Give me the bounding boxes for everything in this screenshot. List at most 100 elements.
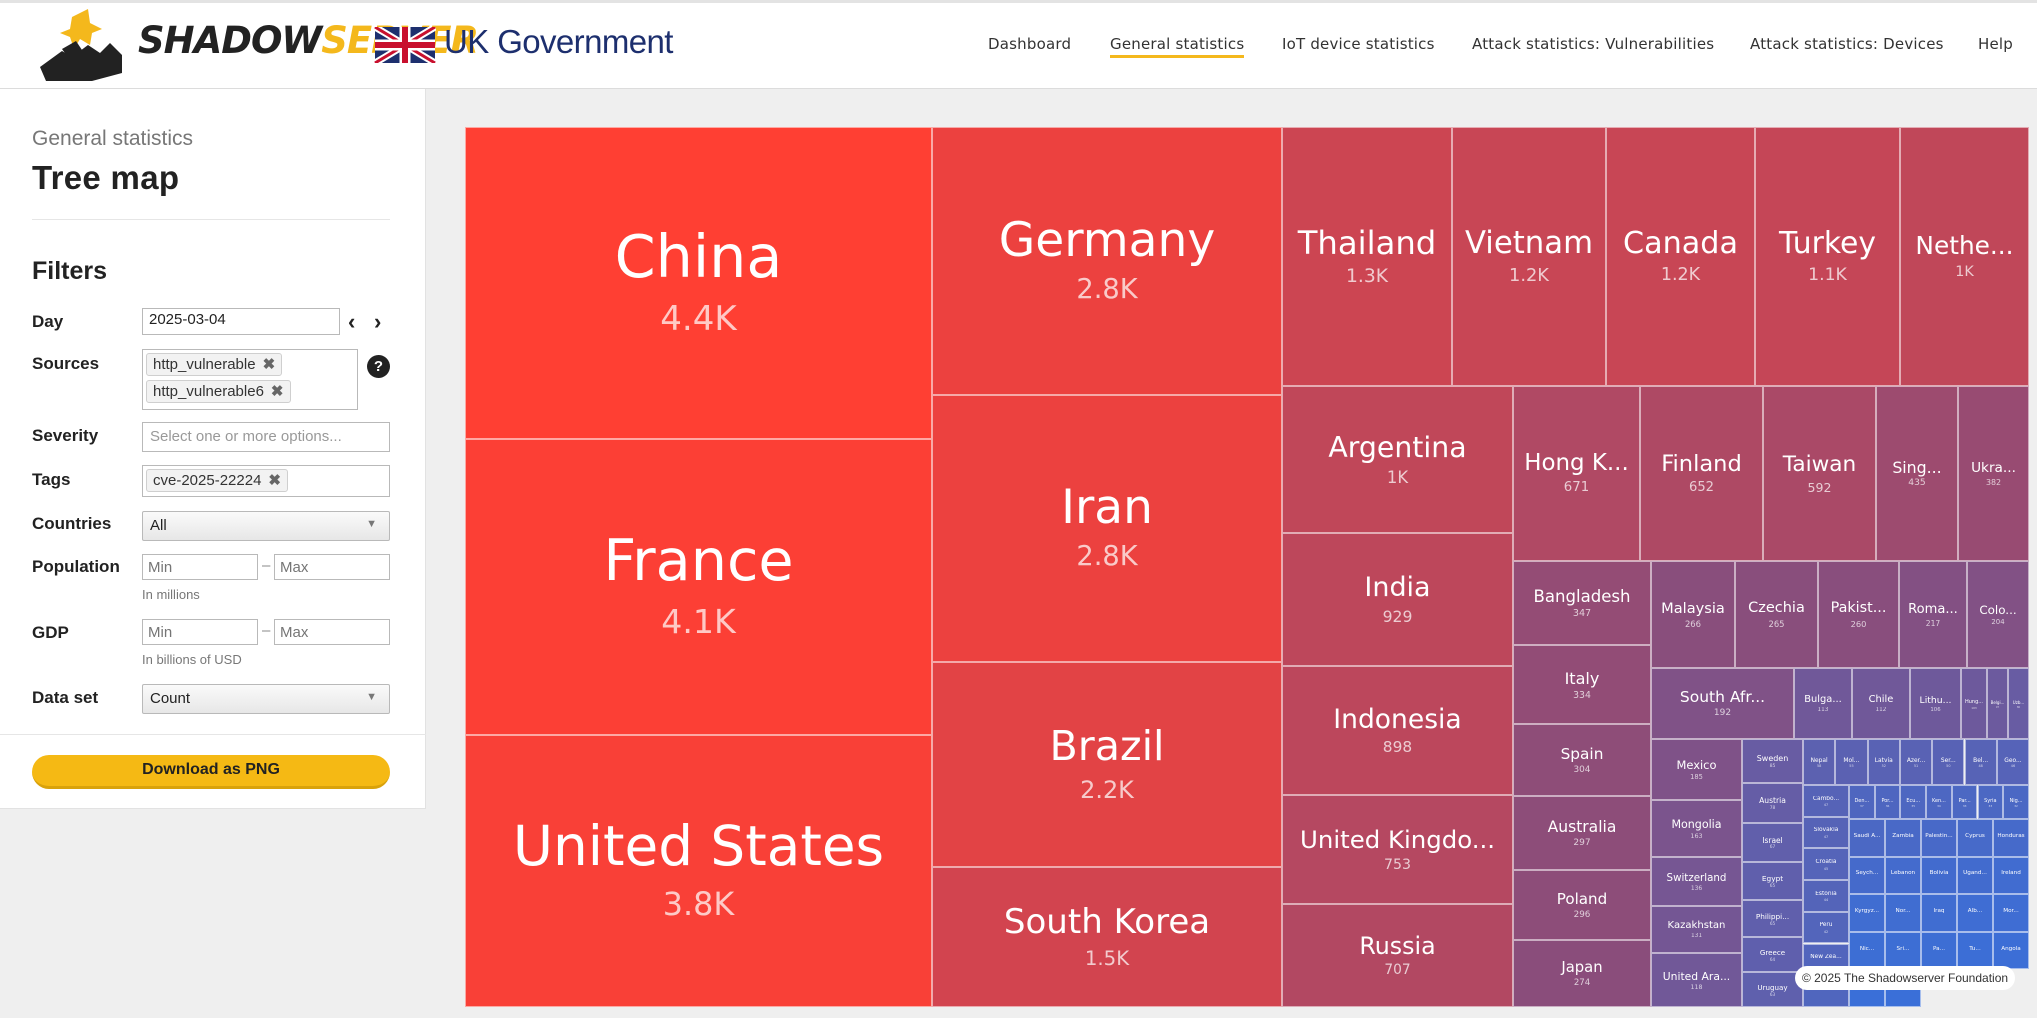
treemap-tile[interactable]: Bulga... 113 bbox=[1794, 668, 1852, 739]
treemap-tile[interactable]: Ireland bbox=[1993, 856, 2029, 895]
nav-item[interactable]: General statistics bbox=[1110, 35, 1245, 58]
population-max-input[interactable] bbox=[274, 554, 390, 580]
download-png-button[interactable]: Download as PNG bbox=[32, 755, 390, 789]
treemap-tile[interactable]: Seych... bbox=[1849, 856, 1885, 895]
treemap-tile[interactable]: Nor... bbox=[1885, 894, 1921, 932]
treemap-tile[interactable]: Syria 33 bbox=[1977, 785, 2004, 819]
treemap-tile[interactable]: United States 3.8K bbox=[465, 735, 932, 1007]
remove-chip-icon[interactable]: ✖ bbox=[268, 472, 281, 489]
nav-item[interactable]: Dashboard bbox=[988, 35, 1072, 53]
treemap-tile[interactable]: Hong K... 671 bbox=[1513, 386, 1640, 561]
treemap-tile[interactable]: Roma... 217 bbox=[1899, 561, 1967, 668]
treemap-tile[interactable]: Greece 64 bbox=[1742, 937, 1803, 972]
treemap-tile[interactable]: Ecu... 35 bbox=[1900, 785, 1927, 819]
treemap-tile[interactable]: Iraq bbox=[1921, 894, 1957, 932]
treemap-tile[interactable]: Lebanon bbox=[1885, 856, 1921, 895]
treemap-tile[interactable]: Brazil 2.2K bbox=[932, 662, 1282, 867]
treemap-tile[interactable]: Estonia 44 bbox=[1803, 880, 1849, 912]
treemap-tile[interactable]: Ken... 34 bbox=[1926, 785, 1952, 819]
sources-multiselect[interactable]: http_vulnerable ✖ http_vulnerable6 ✖ bbox=[142, 349, 358, 410]
treemap-tile[interactable]: Alb... bbox=[1957, 894, 1993, 932]
treemap-tile[interactable]: Slovakia 47 bbox=[1803, 816, 1849, 849]
treemap-tile[interactable]: Azer... 51 bbox=[1899, 739, 1933, 785]
treemap-tile[interactable]: Mol... 55 bbox=[1835, 739, 1868, 785]
treemap-tile[interactable]: Ser... 50 bbox=[1932, 739, 1965, 785]
treemap-tile[interactable]: Palestin... bbox=[1921, 819, 1957, 857]
treemap-tile[interactable]: Vietnam 1.2K bbox=[1452, 127, 1606, 386]
treemap-tile[interactable]: Austria 78 bbox=[1742, 783, 1803, 823]
treemap-tile[interactable]: Ukra... 382 bbox=[1958, 386, 2029, 561]
treemap-tile[interactable]: Thailand 1.3K bbox=[1282, 127, 1452, 386]
treemap-tile[interactable]: Australia 297 bbox=[1513, 796, 1651, 870]
treemap-tile[interactable]: China 4.4K bbox=[465, 127, 932, 439]
treemap-tile[interactable]: Geo... 46 bbox=[1996, 739, 2030, 785]
treemap-tile[interactable]: Kyrgyz... bbox=[1849, 894, 1885, 932]
gdp-max-input[interactable] bbox=[274, 619, 390, 645]
treemap-tile[interactable]: Saudi A... bbox=[1849, 819, 1885, 857]
treemap-tile[interactable]: Ugand... bbox=[1957, 856, 1993, 895]
gdp-min-input[interactable] bbox=[142, 619, 258, 645]
treemap-tile[interactable]: Finland 652 bbox=[1640, 386, 1763, 561]
treemap-tile[interactable]: Croatia 45 bbox=[1803, 848, 1849, 881]
treemap-tile[interactable]: Nig... 32 bbox=[2003, 785, 2029, 819]
treemap-tile[interactable]: Lithu... 106 bbox=[1910, 668, 1961, 739]
treemap-tile[interactable]: France 4.1K bbox=[465, 439, 932, 735]
treemap-tile[interactable]: Pa... bbox=[1921, 931, 1957, 970]
treemap-tile[interactable]: Russia 707 bbox=[1282, 904, 1513, 1007]
day-input[interactable]: 2025-03-04 bbox=[142, 308, 340, 335]
treemap-tile[interactable]: Mor... bbox=[1993, 894, 2029, 932]
treemap-tile[interactable]: Uruguay 63 bbox=[1742, 972, 1803, 1007]
treemap-tile[interactable]: Kazakhstan 131 bbox=[1651, 906, 1742, 953]
treemap-tile[interactable]: Bel... 48 bbox=[1964, 739, 1997, 785]
treemap-tile[interactable]: Argentina 1K bbox=[1282, 386, 1513, 533]
treemap-tile[interactable]: Sri... bbox=[1885, 931, 1921, 970]
treemap-tile[interactable]: Spain 304 bbox=[1513, 724, 1651, 796]
population-min-input[interactable] bbox=[142, 554, 258, 580]
treemap-tile[interactable]: Iran 2.8K bbox=[932, 395, 1282, 662]
treemap-tile[interactable]: Israel 67 bbox=[1742, 823, 1803, 862]
treemap-tile[interactable]: Bangladesh 347 bbox=[1513, 561, 1651, 645]
treemap-tile[interactable]: United Kingdo... 753 bbox=[1282, 795, 1513, 904]
treemap-tile[interactable]: Nethe... 1K bbox=[1900, 127, 2029, 386]
treemap-tile[interactable]: Malaysia 266 bbox=[1651, 561, 1735, 668]
treemap-tile[interactable]: Germany 2.8K bbox=[932, 127, 1282, 395]
treemap-tile[interactable]: Sing... 435 bbox=[1876, 386, 1958, 561]
tags-multiselect[interactable]: cve-2025-22224 ✖ bbox=[142, 465, 390, 497]
treemap-tile[interactable]: Belgi... 97 bbox=[1987, 668, 2008, 739]
treemap-tile[interactable]: Angola bbox=[1993, 931, 2029, 970]
treemap-tile[interactable]: Mongolia 163 bbox=[1651, 800, 1742, 857]
treemap-tile[interactable]: Poland 296 bbox=[1513, 870, 1651, 940]
nav-item[interactable]: Attack statistics: Vulnerabilities bbox=[1472, 35, 1715, 53]
treemap-tile[interactable]: Cambo... 47 bbox=[1803, 785, 1849, 817]
treemap-tile[interactable]: Hung... 103 bbox=[1961, 668, 1987, 739]
treemap-tile[interactable]: Switzerland 136 bbox=[1651, 857, 1742, 906]
chevron-left-icon[interactable]: ‹ bbox=[348, 309, 356, 334]
treemap-tile[interactable]: Nepal 58 bbox=[1803, 739, 1836, 785]
nav-item[interactable]: Attack statistics: Devices bbox=[1750, 35, 1944, 53]
treemap-tile[interactable]: Nic... bbox=[1849, 931, 1885, 970]
remove-chip-icon[interactable]: ✖ bbox=[270, 383, 284, 400]
remove-chip-icon[interactable]: ✖ bbox=[262, 356, 276, 373]
breadcrumb[interactable]: General statistics bbox=[32, 127, 194, 150]
treemap-tile[interactable]: Uzb... 86 bbox=[2008, 668, 2029, 739]
treemap-tile[interactable]: Egypt 65 bbox=[1742, 862, 1803, 900]
dataset-select[interactable]: Count ▼ bbox=[142, 684, 390, 714]
treemap-tile[interactable]: Japan 274 bbox=[1513, 940, 1651, 1007]
treemap-tile[interactable]: Latvia 52 bbox=[1867, 739, 1900, 785]
treemap-tile[interactable]: Chile 112 bbox=[1852, 668, 1910, 739]
nav-item[interactable]: IoT device statistics bbox=[1282, 35, 1435, 53]
treemap-tile[interactable]: South Korea 1.5K bbox=[932, 867, 1282, 1007]
shadowserver-logo[interactable]: SHADOWSERVER bbox=[32, 9, 479, 81]
treemap-tile[interactable]: Taiwan 592 bbox=[1763, 386, 1876, 561]
treemap-tile[interactable]: Bolivia bbox=[1921, 856, 1957, 895]
treemap-tile[interactable]: Indonesia 898 bbox=[1282, 666, 1513, 795]
treemap-tile[interactable]: United Ara... 118 bbox=[1651, 953, 1742, 1007]
treemap-tile[interactable]: Peru 42 bbox=[1803, 911, 1849, 944]
treemap-tile[interactable]: Colo... 204 bbox=[1967, 561, 2029, 668]
chevron-right-icon[interactable]: › bbox=[374, 309, 382, 334]
treemap-tile[interactable]: Canada 1.2K bbox=[1606, 127, 1755, 386]
treemap-tile[interactable]: India 929 bbox=[1282, 533, 1513, 666]
treemap-tile[interactable]: Italy 334 bbox=[1513, 645, 1651, 724]
nav-item[interactable]: Help bbox=[1978, 35, 2013, 53]
severity-multiselect[interactable]: Select one or more options... bbox=[142, 422, 390, 452]
